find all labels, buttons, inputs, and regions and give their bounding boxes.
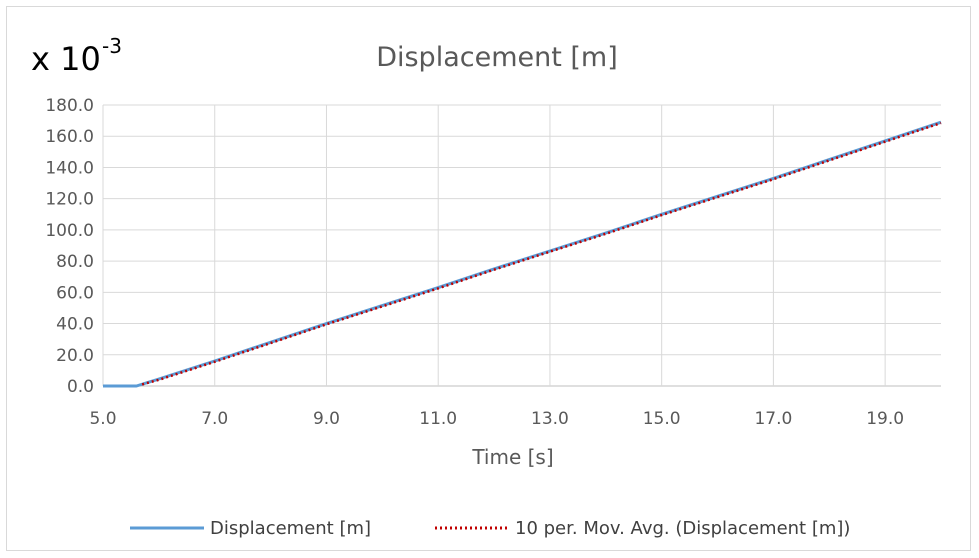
legend-item-displacement: Displacement [m] [130,518,371,539]
x-tick-label: 5.0 [89,409,116,429]
y-tick-labels: 0.0 20.0 40.0 60.0 80.0 100.0 120.0 140.0 160.0 1… [45,96,94,397]
chart-title: Displacement [m] [376,42,618,73]
y-tick-label: 0.0 [67,377,94,397]
x-tick-labels: 5.0 7.0 9.0 11.0 13.0 15.0 17.0 19.0 [89,409,904,429]
x-tick-label: 17.0 [754,409,792,429]
series-layer [103,120,942,388]
y-tick-label: 180.0 [45,96,94,116]
y-tick-label: 60.0 [56,283,94,303]
y-tick-label: 80.0 [56,252,94,272]
legend: Displacement [m] 10 per. Mov. Avg. (Disp… [130,518,850,539]
multiplier-label: x 10 -3 [31,34,122,78]
y-tick-label: 120.0 [45,190,94,210]
x-axis-title: Time [s] [471,445,553,469]
x-tick-label: 15.0 [643,409,681,429]
chart-svg: x 10 -3 Displacement [m] 0.0 20.0 40.0 60.0… [31,34,942,539]
legend-label-moving-average: 10 per. Mov. Avg. (Displacement [m]) [515,518,850,539]
multiplier-exponent: -3 [102,34,122,58]
legend-label-displacement: Displacement [m] [210,518,371,539]
series-line-displacement [103,120,942,388]
y-tick-label: 40.0 [56,315,94,335]
y-tick-label: 160.0 [45,127,94,147]
series-line-moving-average [141,121,942,386]
x-tick-label: 9.0 [313,409,340,429]
legend-item-moving-average: 10 per. Mov. Avg. (Displacement [m]) [435,518,850,539]
grid-layer [102,104,941,387]
multiplier-base: x 10 [31,40,101,78]
x-tick-label: 11.0 [419,409,457,429]
x-tick-label: 7.0 [201,409,228,429]
y-tick-label: 140.0 [45,158,94,178]
y-tick-label: 100.0 [45,221,94,241]
y-tick-label: 20.0 [56,346,94,366]
x-tick-label: 13.0 [531,409,569,429]
x-tick-label: 19.0 [866,409,904,429]
chart-frame: x 10 -3 Displacement [m] 0.0 20.0 40.0 60.0… [6,6,971,551]
